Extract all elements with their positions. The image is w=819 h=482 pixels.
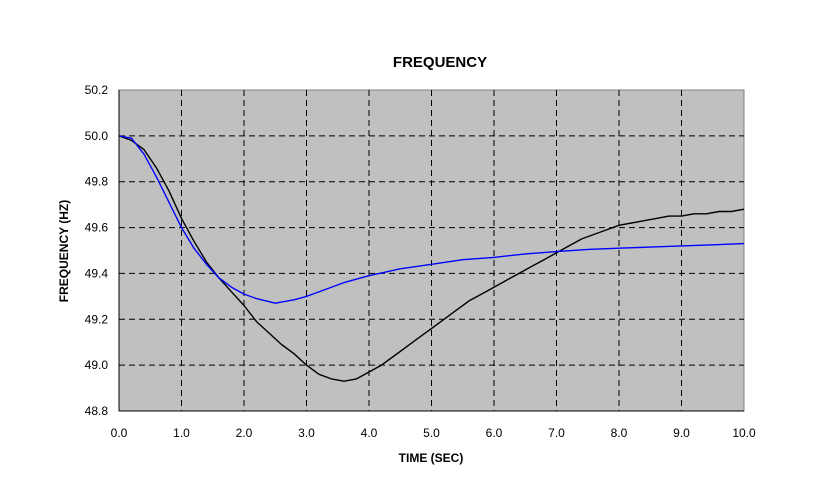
series-group [118,135,745,382]
x-tick-label: 1.0 [173,426,190,440]
y-axis-label: FREQUENCY (HZ) [57,200,71,302]
x-tick-label: 0.0 [111,426,128,440]
chart-title: FREQUENCY [393,54,487,71]
y-tick-label: 49.2 [85,312,109,326]
x-tick-label: 8.0 [611,426,628,440]
x-tick-label: 2.0 [236,426,253,440]
series-line-2 [118,135,745,304]
y-tick-label: 49.0 [85,358,109,372]
y-tick-label: 48.8 [85,404,109,418]
y-tick-label: 49.8 [85,175,109,189]
series-line-1 [118,135,745,382]
x-tick-labels: 0.0 1.0 2.0 3.0 4.0 5.0 6.0 7.0 8.0 9.0 10.0 [111,426,756,440]
x-tick-label: 7.0 [548,426,565,440]
x-tick-label: 9.0 [673,426,690,440]
y-tick-label: 49.4 [85,266,109,280]
y-tick-label: 50.0 [85,129,109,143]
x-tick-label: 6.0 [486,426,503,440]
y-tick-label: 50.2 [85,83,109,97]
y-tick-label: 49.6 [85,221,109,235]
gridlines [119,90,744,411]
x-axis-label: TIME (SEC) [399,451,464,465]
x-tick-label: 4.0 [361,426,378,440]
x-tick-label: 5.0 [423,426,440,440]
x-tick-label: 3.0 [298,426,315,440]
x-tick-label: 10.0 [732,426,756,440]
y-tick-labels: 48.8 49.0 49.2 49.4 49.6 49.8 50.0 50.2 [85,83,109,418]
